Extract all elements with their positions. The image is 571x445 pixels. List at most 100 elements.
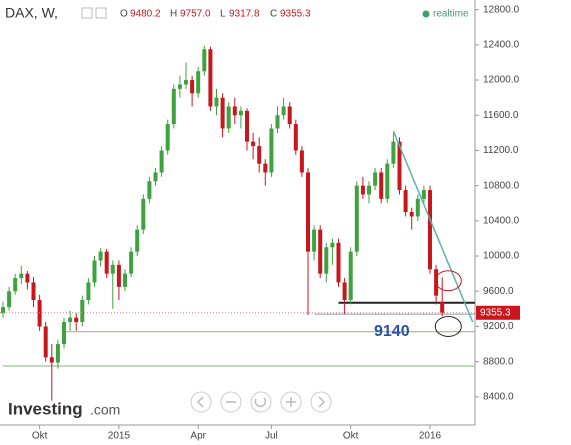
candle-body xyxy=(415,198,420,217)
candle-body xyxy=(269,128,274,173)
scroll-right-button[interactable] xyxy=(310,391,332,413)
candle-body xyxy=(379,172,384,199)
icon[interactable] xyxy=(81,7,93,19)
y-tick-label: 8400.0 xyxy=(483,391,514,402)
candle-body xyxy=(373,172,378,186)
candle-body xyxy=(74,317,79,323)
zoom-controls xyxy=(190,391,332,413)
low-label: L xyxy=(220,9,226,20)
logo-suffix: .com xyxy=(90,402,120,418)
annotation: 9140 xyxy=(374,323,410,340)
open-label: O xyxy=(120,9,128,20)
x-tick-label: 2016 xyxy=(419,431,442,442)
candle-body xyxy=(336,242,341,283)
candle-body xyxy=(312,229,317,252)
candle-body xyxy=(129,251,134,274)
candle-body xyxy=(293,124,298,151)
reset-button[interactable] xyxy=(250,391,272,413)
candle-body xyxy=(141,198,146,230)
candle-body xyxy=(263,163,268,173)
candle-body xyxy=(440,301,445,313)
candle-body xyxy=(385,163,390,199)
scroll-left-button[interactable] xyxy=(190,391,212,413)
candle-body xyxy=(348,251,353,301)
price-tag xyxy=(476,305,520,320)
candle-body xyxy=(397,141,402,191)
candle-body xyxy=(13,278,18,292)
candle-body xyxy=(226,106,231,129)
candle-body xyxy=(409,212,414,217)
candle-body xyxy=(43,326,48,358)
low-value: 9317.8 xyxy=(229,9,260,20)
candle-body xyxy=(281,106,286,116)
x-tick-label: Apr xyxy=(190,431,206,442)
x-tick-label: Jul xyxy=(265,431,278,442)
candle-body xyxy=(98,251,103,261)
candle-body xyxy=(55,344,60,363)
candle-body xyxy=(1,307,5,314)
candle-body xyxy=(80,300,85,323)
candle-body xyxy=(171,88,176,125)
zoom-icons xyxy=(196,396,326,408)
candle-body xyxy=(342,282,347,301)
candle-body xyxy=(25,273,30,283)
candle-body xyxy=(153,172,158,182)
y-tick-label: 9200.0 xyxy=(483,321,514,332)
candle-body xyxy=(177,84,182,89)
candle-body xyxy=(165,124,170,151)
candle-body xyxy=(367,185,371,195)
candle-body xyxy=(147,181,152,199)
candle-body xyxy=(403,190,408,213)
x-tick-label: Okt xyxy=(32,431,48,442)
candle-body xyxy=(190,80,195,94)
y-tick-label: 12000.0 xyxy=(483,75,520,86)
candle-body xyxy=(135,229,140,252)
symbol: DAX, W, xyxy=(5,5,58,21)
high-value: 9757.0 xyxy=(180,9,211,20)
candle-body xyxy=(421,190,426,199)
candle-body xyxy=(104,251,109,274)
candle-body xyxy=(214,97,219,107)
candle-body xyxy=(251,141,256,147)
candle-body xyxy=(68,317,73,323)
y-tick-label: 8800.0 xyxy=(483,356,514,367)
logo: Investing xyxy=(8,399,83,418)
candle-body xyxy=(324,247,329,274)
candle-body xyxy=(19,273,24,279)
y-tick-label: 10000.0 xyxy=(483,251,520,262)
icon[interactable] xyxy=(95,7,107,19)
candle-body xyxy=(220,97,225,129)
price-tag-label: 9355.3 xyxy=(480,307,511,318)
high-label: H xyxy=(170,9,177,20)
x-tick-label: 2015 xyxy=(108,431,131,442)
candle-body xyxy=(287,106,292,125)
candle-body xyxy=(306,172,310,252)
x-tick-label: Okt xyxy=(343,431,359,442)
open-value: 9480.2 xyxy=(130,9,161,20)
candle-body xyxy=(299,150,304,173)
y-tick-label: 10800.0 xyxy=(483,180,520,191)
candle-body xyxy=(92,260,97,283)
candle-body xyxy=(238,110,243,116)
candle-body xyxy=(232,106,237,116)
candle-body xyxy=(116,264,121,287)
candle-body xyxy=(31,282,36,301)
candle-body xyxy=(275,115,280,129)
candle-body xyxy=(318,229,323,274)
y-tick-label: 11200.0 xyxy=(483,145,519,156)
candle-body xyxy=(245,110,249,142)
candle-body xyxy=(434,269,439,296)
realtime: realtime xyxy=(433,9,469,20)
y-tick-label: 11600.0 xyxy=(483,110,519,121)
candle-body xyxy=(7,291,12,308)
y-tick-label: 9600.0 xyxy=(483,286,514,297)
candle-body xyxy=(354,185,359,252)
candle-body xyxy=(208,49,213,107)
trendline xyxy=(392,130,474,323)
candle-body xyxy=(123,273,127,287)
close-value: 9355.3 xyxy=(280,9,311,20)
candle-body xyxy=(330,242,335,248)
candle-body xyxy=(110,264,115,274)
circle-annotation xyxy=(434,315,462,337)
